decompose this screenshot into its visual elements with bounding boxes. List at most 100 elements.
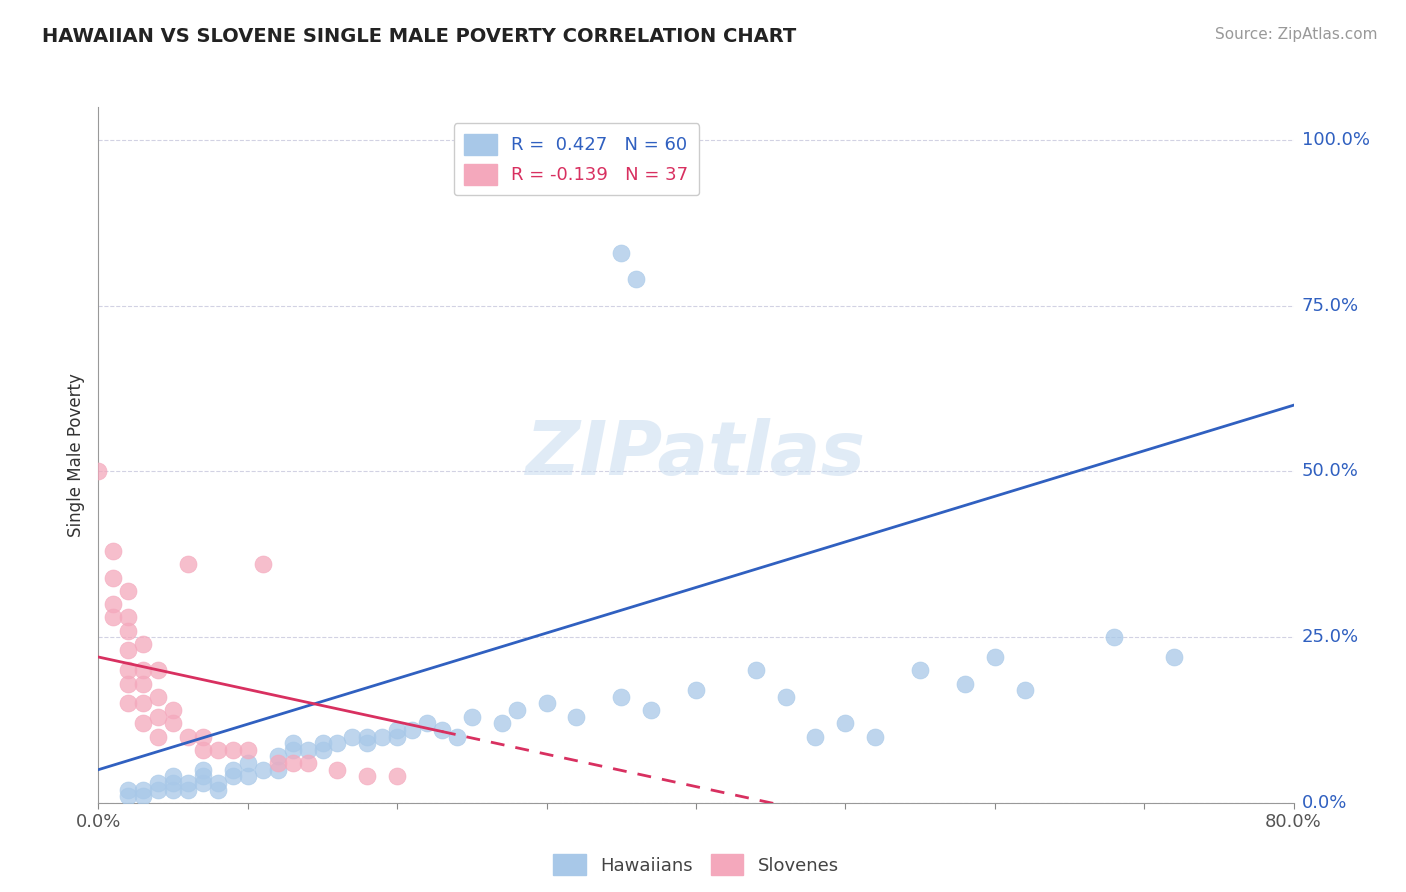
Point xyxy=(117,624,139,638)
Point xyxy=(385,769,409,783)
Point xyxy=(267,756,290,770)
Point xyxy=(117,610,139,624)
Point xyxy=(148,709,170,723)
Point xyxy=(132,789,155,804)
Point xyxy=(222,743,245,757)
Point xyxy=(297,743,319,757)
Text: HAWAIIAN VS SLOVENE SINGLE MALE POVERTY CORRELATION CHART: HAWAIIAN VS SLOVENE SINGLE MALE POVERTY … xyxy=(42,27,796,45)
Point xyxy=(132,782,155,797)
Point xyxy=(177,782,200,797)
Point xyxy=(103,544,125,558)
Point xyxy=(148,730,170,744)
Point xyxy=(983,650,1005,665)
Point xyxy=(117,676,139,690)
Point xyxy=(117,782,139,797)
Point xyxy=(162,776,184,790)
Point xyxy=(222,763,245,777)
Point xyxy=(356,736,378,750)
Point xyxy=(685,683,707,698)
Point xyxy=(191,743,214,757)
Point xyxy=(132,697,155,711)
Y-axis label: Single Male Poverty: Single Male Poverty xyxy=(67,373,86,537)
Point xyxy=(87,465,110,479)
Point xyxy=(177,558,200,572)
Point xyxy=(148,776,170,790)
Point xyxy=(117,789,139,804)
Point xyxy=(177,776,200,790)
Point xyxy=(565,709,588,723)
Point xyxy=(148,690,170,704)
Point xyxy=(430,723,453,737)
Text: 100.0%: 100.0% xyxy=(1302,131,1369,149)
Point xyxy=(326,736,349,750)
Point xyxy=(311,736,333,750)
Point xyxy=(281,743,304,757)
Point xyxy=(177,730,200,744)
Point xyxy=(610,245,633,260)
Point xyxy=(191,763,214,777)
Point xyxy=(132,663,155,677)
Point xyxy=(536,697,558,711)
Point xyxy=(132,637,155,651)
Point xyxy=(117,697,139,711)
Point xyxy=(624,272,647,286)
Point xyxy=(1014,683,1036,698)
Point xyxy=(252,558,274,572)
Point xyxy=(132,716,155,731)
Point xyxy=(745,663,768,677)
Point xyxy=(865,730,887,744)
Point xyxy=(908,663,931,677)
Point xyxy=(117,583,139,598)
Point xyxy=(281,756,304,770)
Point xyxy=(117,663,139,677)
Point xyxy=(311,743,333,757)
Point xyxy=(222,769,245,783)
Point xyxy=(610,690,633,704)
Point xyxy=(162,703,184,717)
Point xyxy=(191,769,214,783)
Point xyxy=(1163,650,1185,665)
Point xyxy=(326,763,349,777)
Point xyxy=(267,763,290,777)
Point xyxy=(162,782,184,797)
Point xyxy=(236,743,259,757)
Point xyxy=(371,730,394,744)
Point xyxy=(401,723,423,737)
Point xyxy=(252,763,274,777)
Point xyxy=(191,776,214,790)
Point xyxy=(385,723,409,737)
Text: Source: ZipAtlas.com: Source: ZipAtlas.com xyxy=(1215,27,1378,42)
Legend: Hawaiians, Slovenes: Hawaiians, Slovenes xyxy=(544,846,848,884)
Point xyxy=(267,749,290,764)
Point xyxy=(103,570,125,584)
Point xyxy=(775,690,797,704)
Point xyxy=(148,782,170,797)
Point xyxy=(236,756,259,770)
Point xyxy=(834,716,856,731)
Point xyxy=(162,769,184,783)
Point xyxy=(207,743,229,757)
Point xyxy=(416,716,439,731)
Point xyxy=(446,730,468,744)
Point xyxy=(148,663,170,677)
Text: ZIPatlas: ZIPatlas xyxy=(526,418,866,491)
Point xyxy=(953,676,976,690)
Point xyxy=(103,610,125,624)
Text: 0.0%: 0.0% xyxy=(1302,794,1347,812)
Point xyxy=(491,716,513,731)
Text: 50.0%: 50.0% xyxy=(1302,462,1358,481)
Point xyxy=(281,736,304,750)
Point xyxy=(385,730,409,744)
Point xyxy=(132,676,155,690)
Point xyxy=(1104,630,1126,644)
Point xyxy=(506,703,529,717)
Point xyxy=(342,730,364,744)
Point xyxy=(297,756,319,770)
Point xyxy=(117,643,139,657)
Point xyxy=(207,776,229,790)
Point xyxy=(207,782,229,797)
Point xyxy=(236,769,259,783)
Point xyxy=(356,769,378,783)
Point xyxy=(162,716,184,731)
Point xyxy=(461,709,484,723)
